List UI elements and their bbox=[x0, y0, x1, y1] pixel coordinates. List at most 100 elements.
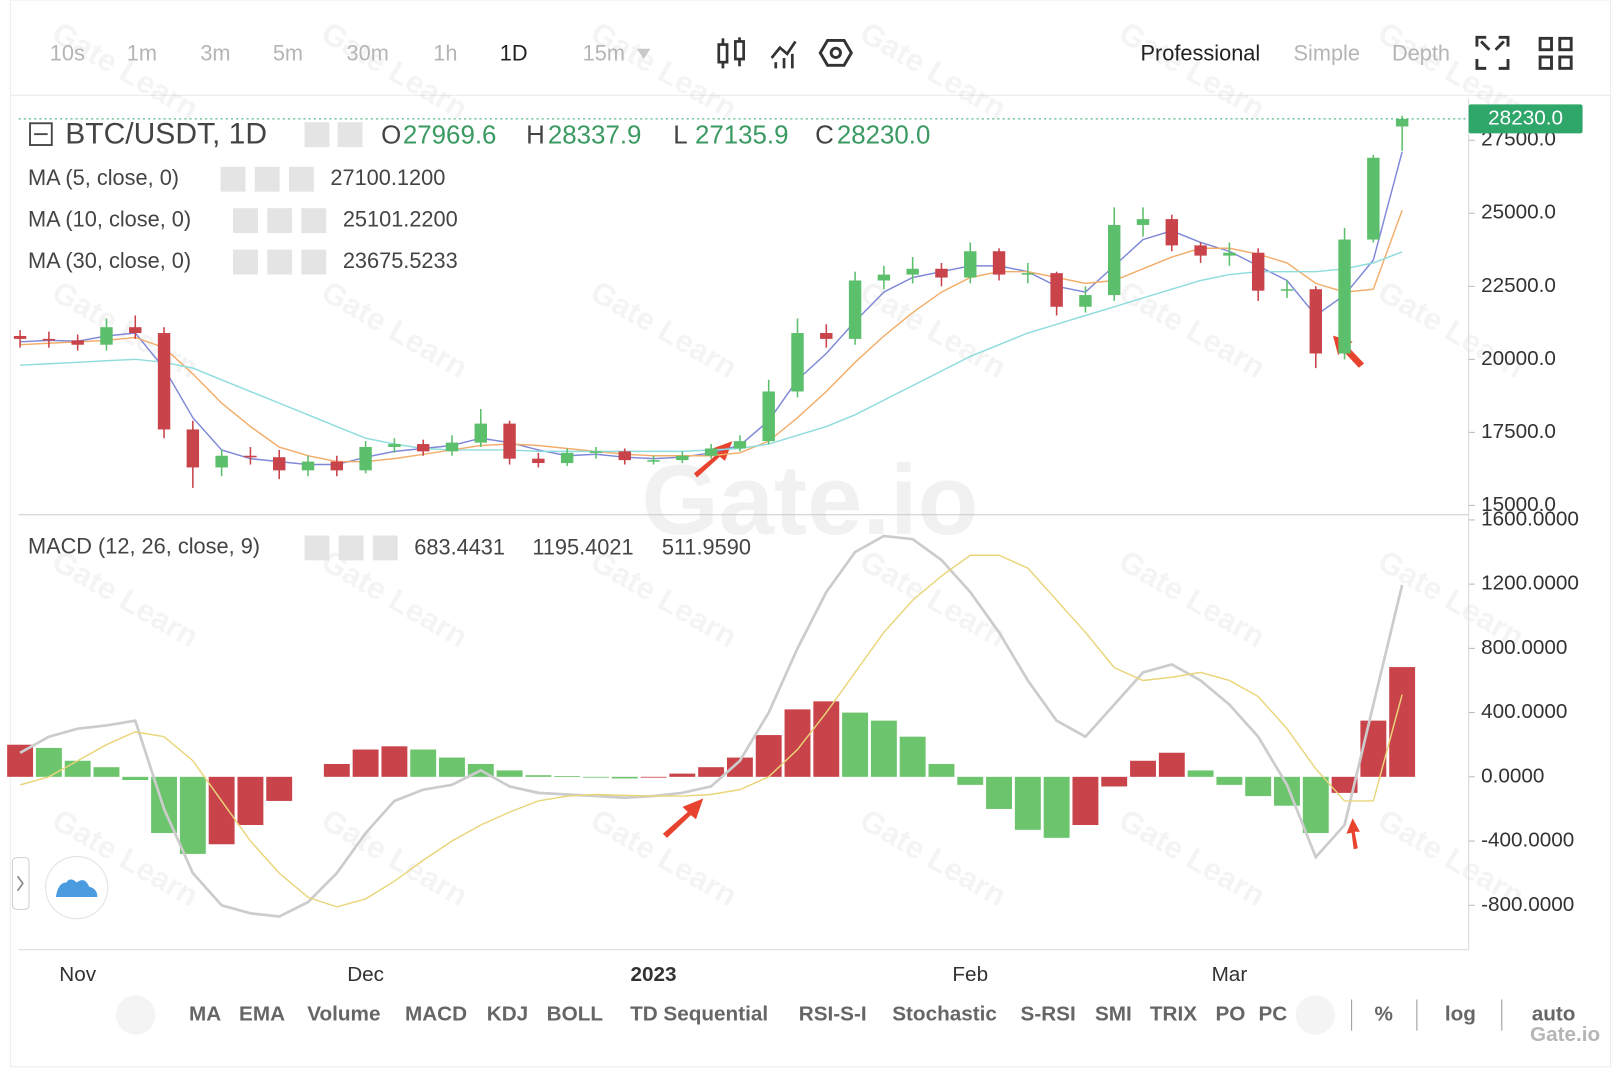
candle-body bbox=[935, 268, 948, 278]
interval-button[interactable]: 30m bbox=[347, 41, 389, 66]
indicator-button[interactable]: MA bbox=[189, 1002, 221, 1025]
settings-icon[interactable] bbox=[818, 38, 854, 67]
ohlc-key: C bbox=[815, 122, 834, 150]
interval-button[interactable]: 10s bbox=[50, 41, 85, 66]
candle-body bbox=[1395, 118, 1409, 127]
ohlc-key: L bbox=[673, 122, 687, 150]
interval-button[interactable]: 15m bbox=[583, 41, 625, 66]
scroll-left[interactable] bbox=[116, 995, 156, 1035]
interval-button[interactable]: 1m bbox=[127, 41, 157, 66]
layout-icon[interactable] bbox=[1538, 36, 1573, 70]
x-tick-label: Mar bbox=[1212, 963, 1248, 986]
indicator-button[interactable]: PC bbox=[1259, 1002, 1288, 1025]
legend-icon[interactable] bbox=[254, 166, 280, 192]
indicator-button[interactable]: Volume bbox=[307, 1002, 380, 1025]
dropdown-caret[interactable] bbox=[636, 48, 651, 60]
indicator-button[interactable]: PO bbox=[1215, 1002, 1245, 1025]
candle-body bbox=[618, 451, 631, 461]
indicator-button[interactable]: MACD bbox=[405, 1002, 467, 1025]
cloud-icon bbox=[55, 879, 98, 897]
candle-body bbox=[474, 423, 487, 443]
indicator-button[interactable]: BOLL bbox=[547, 1002, 604, 1025]
candle-body bbox=[244, 455, 257, 458]
candle-body bbox=[1136, 219, 1150, 225]
side-handle[interactable] bbox=[11, 857, 30, 910]
macd-bar bbox=[640, 776, 667, 778]
legend-icon[interactable] bbox=[288, 166, 314, 192]
y-tick-label: -800.0000 bbox=[1481, 893, 1574, 916]
candle-body bbox=[13, 335, 27, 339]
candle-body bbox=[215, 455, 228, 468]
candle-body bbox=[1367, 157, 1380, 240]
indicator-button[interactable]: S-RSI bbox=[1021, 1002, 1076, 1025]
legend-value: 23675.5233 bbox=[343, 248, 458, 273]
candle-body bbox=[388, 444, 401, 447]
indicator-button[interactable]: KDJ bbox=[487, 1002, 528, 1025]
interval-button[interactable]: 5m bbox=[273, 41, 303, 66]
indicator-button[interactable]: TRIX bbox=[1150, 1002, 1197, 1025]
y-tick-label: 25000.0 bbox=[1481, 201, 1556, 224]
legend-icon[interactable] bbox=[304, 535, 330, 561]
scale-button[interactable]: % bbox=[1375, 1002, 1393, 1025]
candle-body bbox=[1108, 224, 1121, 296]
macd-bar bbox=[64, 760, 91, 777]
indicator-button[interactable]: EMA bbox=[239, 1002, 285, 1025]
interval-button[interactable]: 1h bbox=[433, 41, 457, 66]
legend-value: 25101.2200 bbox=[343, 206, 458, 231]
macd-bar bbox=[1014, 776, 1041, 830]
macd-bar bbox=[352, 749, 379, 777]
chevron bbox=[16, 875, 24, 892]
legend-icon[interactable] bbox=[220, 166, 246, 192]
last-price-badge bbox=[1468, 104, 1583, 134]
legend-icon[interactable] bbox=[267, 208, 293, 234]
legend-icon[interactable] bbox=[301, 249, 327, 275]
scale-button[interactable]: auto bbox=[1532, 1002, 1576, 1025]
legend-icon[interactable] bbox=[338, 535, 364, 561]
y-tick-label: -400.0000 bbox=[1481, 829, 1574, 852]
candle-body bbox=[1050, 273, 1063, 307]
legend-icon[interactable] bbox=[304, 122, 330, 148]
macd-bar bbox=[1216, 776, 1243, 785]
interval-button[interactable]: 3m bbox=[200, 41, 230, 66]
y-tick-label: 20000.0 bbox=[1481, 347, 1556, 370]
legend-icon[interactable] bbox=[233, 208, 258, 234]
macd-bar bbox=[698, 767, 725, 777]
candle-body bbox=[560, 452, 574, 464]
candle-body bbox=[157, 333, 171, 430]
fullscreen-icon[interactable] bbox=[1475, 35, 1510, 70]
indicator-button[interactable]: TD Sequential bbox=[630, 1002, 768, 1025]
candle-body bbox=[676, 455, 689, 461]
collapse-icon[interactable] bbox=[29, 122, 53, 146]
candle-body bbox=[301, 461, 315, 471]
mode-button[interactable]: Professional bbox=[1141, 41, 1261, 66]
legend-icon[interactable] bbox=[372, 535, 398, 561]
legend-icon[interactable] bbox=[337, 122, 363, 148]
legend-icon[interactable] bbox=[233, 249, 258, 275]
mode-button[interactable]: Simple bbox=[1294, 41, 1360, 66]
indicator-button[interactable]: RSI-S-I bbox=[799, 1002, 867, 1025]
y-tick-label: 400.0000 bbox=[1481, 700, 1567, 723]
macd-bar bbox=[554, 776, 581, 777]
mode-button[interactable]: Depth bbox=[1392, 41, 1450, 66]
scale-button[interactable]: log bbox=[1445, 1002, 1476, 1025]
macd-bar bbox=[237, 776, 264, 826]
indicator-icon[interactable] bbox=[770, 40, 797, 69]
macd-bar bbox=[1187, 770, 1214, 777]
candle-body bbox=[820, 333, 833, 339]
candle-body bbox=[589, 451, 603, 453]
legend-icon[interactable] bbox=[301, 208, 327, 234]
interval-button[interactable]: 1D bbox=[500, 41, 528, 66]
candle-icon[interactable] bbox=[717, 37, 745, 69]
chart-title: BTC/USDT, 1D bbox=[65, 118, 267, 151]
legend-value: 27100.1200 bbox=[330, 165, 445, 190]
indicator-button[interactable]: Stochastic bbox=[892, 1002, 997, 1025]
candle-body bbox=[762, 391, 775, 442]
candle-body bbox=[186, 429, 200, 468]
candle-body bbox=[445, 442, 459, 452]
candle-body bbox=[877, 274, 891, 281]
indicator-button[interactable]: SMI bbox=[1095, 1002, 1132, 1025]
frame bbox=[9, 0, 1612, 1068]
scroll-right[interactable] bbox=[1295, 995, 1336, 1035]
legend-icon[interactable] bbox=[267, 249, 293, 275]
